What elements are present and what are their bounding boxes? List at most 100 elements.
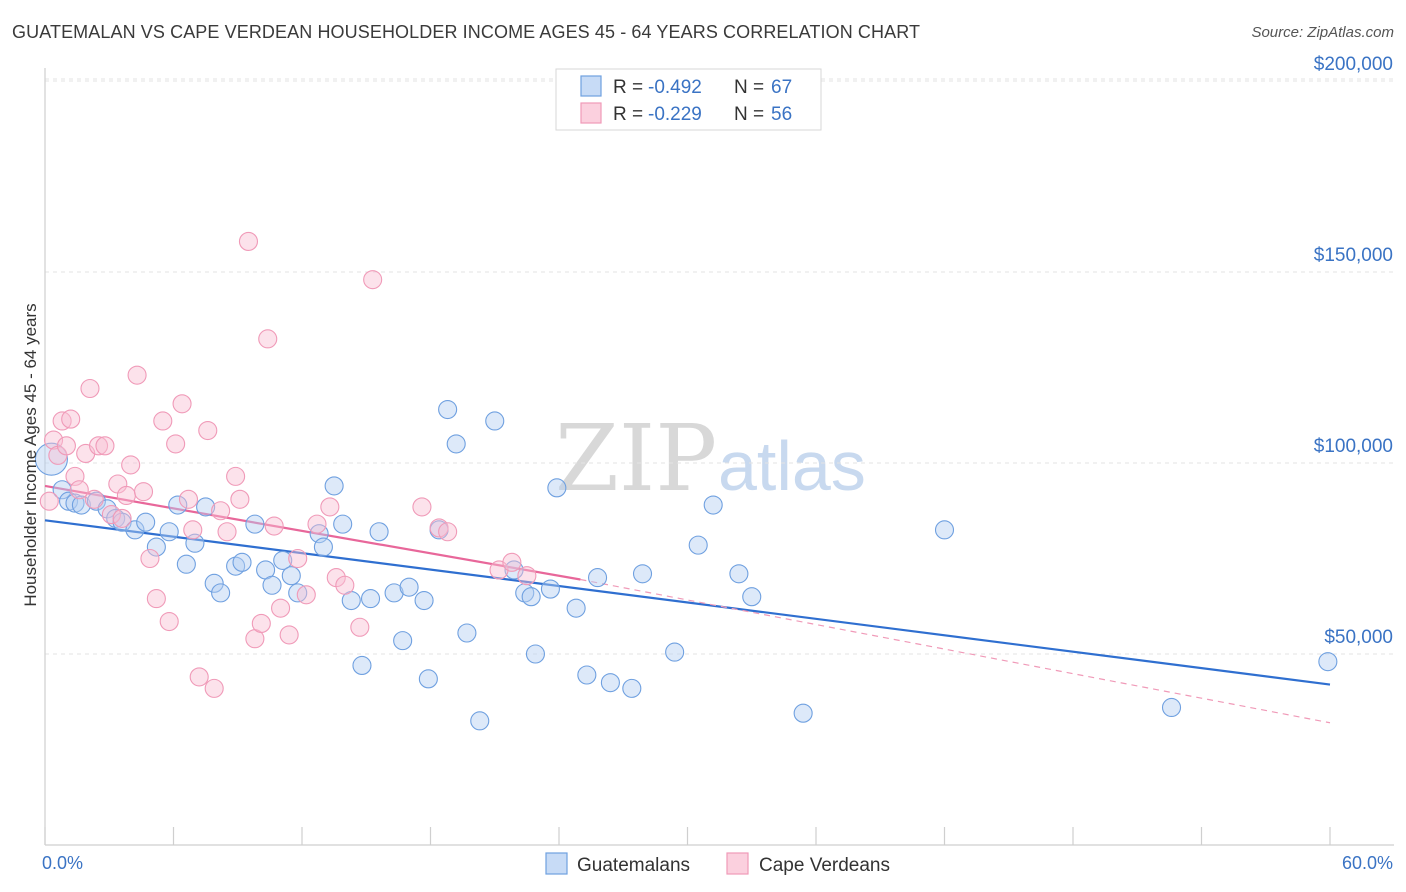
bottom-legend-cape-verdeans: Cape Verdeans xyxy=(759,855,890,876)
cape-verdean-trend-extension xyxy=(580,578,1331,724)
guatemalan-point-12 xyxy=(159,522,179,542)
guatemalan-point-55 xyxy=(600,673,620,693)
watermark: ZIP atlas xyxy=(555,405,866,512)
cape-verdean-point-34 xyxy=(230,489,250,509)
guatemalan-point-51 xyxy=(547,478,567,498)
cape-verdean-point-9 xyxy=(80,378,100,399)
cape-verdean-point-48 xyxy=(350,617,370,637)
cape-verdean-point-13 xyxy=(101,505,121,525)
cape-verdean-point-7 xyxy=(69,480,89,500)
legend-r-label-0: R = xyxy=(613,77,643,98)
cape-verdean-point-44 xyxy=(307,514,327,534)
guatemalan-point-36 xyxy=(393,631,413,651)
guatemalan-point-30 xyxy=(333,514,353,534)
cape-verdean-point-15 xyxy=(112,508,132,528)
cape-verdean-point-10 xyxy=(84,489,104,509)
legend-n-label-1: N = xyxy=(734,104,764,125)
guatemalan-point-60 xyxy=(703,495,723,515)
guatemalan-point-54 xyxy=(587,568,608,588)
guatemalan-point-66 xyxy=(1318,652,1338,672)
guatemalan-point-10 xyxy=(136,512,156,532)
cape-verdean-point-32 xyxy=(217,522,237,542)
cape-verdean-point-19 xyxy=(133,482,154,502)
cape-verdean-point-21 xyxy=(146,589,166,609)
guatemalan-trend-line xyxy=(44,519,1331,686)
cape-verdean-point-38 xyxy=(258,329,278,349)
cape-verdean-point-55 xyxy=(517,566,537,586)
cape-verdean-point-16 xyxy=(116,485,136,506)
legend-n-value-1: 56 xyxy=(771,104,792,125)
cape-verdean-point-20 xyxy=(140,548,160,569)
guatemalan-point-64 xyxy=(934,520,955,540)
guatemalan-point-39 xyxy=(418,669,438,689)
cape-verdean-point-25 xyxy=(172,394,192,414)
cape-verdean-point-35 xyxy=(238,231,259,251)
watermark-zip: ZIP xyxy=(555,405,717,512)
y-tick-labels: $50,000 $100,000 $150,000 $200,000 xyxy=(1314,54,1393,648)
guatemalan-point-59 xyxy=(688,535,708,555)
guatemalan-point-28 xyxy=(313,537,333,557)
guatemalan-point-13 xyxy=(168,495,188,515)
cape-verdean-trend-line xyxy=(44,484,581,581)
guatemalan-point-50 xyxy=(540,579,560,599)
legend-n-label-0: N = xyxy=(734,77,764,98)
guatemalan-point-52 xyxy=(566,598,586,618)
cape-verdean-point-37 xyxy=(251,613,271,633)
y-tick-label-0: $50,000 xyxy=(1324,627,1393,648)
guatemalan-point-1 xyxy=(52,480,72,500)
legend-r-value-1: -0.229 xyxy=(648,104,702,125)
guatemalan-point-56 xyxy=(622,678,642,698)
guatemalan-point-9 xyxy=(125,520,145,540)
cape-verdean-point-29 xyxy=(198,420,218,441)
guatemalan-point-49 xyxy=(525,644,545,664)
cape-verdean-point-12 xyxy=(95,436,115,456)
x-tick-labels: 0.0% 60.0% xyxy=(42,853,1393,873)
y-tick-label-2: $150,000 xyxy=(1314,245,1393,266)
data-points xyxy=(34,231,1338,731)
cape-verdean-point-28 xyxy=(189,667,209,687)
guatemalan-point-43 xyxy=(457,623,477,643)
guatemalan-point-32 xyxy=(360,589,381,609)
y-axis-label: Householder Income Ages 45 - 64 years xyxy=(21,303,40,606)
cape-verdean-point-40 xyxy=(271,598,291,618)
x-tick-label-1: 60.0% xyxy=(1342,853,1393,873)
chart-title: GUATEMALAN VS CAPE VERDEAN HOUSEHOLDER I… xyxy=(12,22,921,42)
guatemalan-point-57 xyxy=(632,564,653,584)
guatemalan-point-24 xyxy=(273,550,293,570)
cape-verdean-point-0 xyxy=(39,491,59,511)
cape-verdean-point-50 xyxy=(412,497,432,517)
cape-verdean-point-23 xyxy=(159,611,179,632)
guatemalan-point-44 xyxy=(470,711,490,731)
legend-swatch-cape-verdeans xyxy=(580,102,602,124)
guatemalan-point-23 xyxy=(262,575,282,595)
cape-verdean-point-24 xyxy=(166,434,186,454)
guatemalan-point-18 xyxy=(211,583,231,603)
guatemalan-point-20 xyxy=(232,552,252,572)
guatemalan-point-25 xyxy=(281,566,301,586)
cape-verdean-point-27 xyxy=(183,520,203,540)
bottom-legend-guatemalans: Guatemalans xyxy=(577,855,690,876)
guatemalan-point-29 xyxy=(324,476,344,496)
cape-verdean-point-49 xyxy=(363,270,383,290)
guatemalan-point-62 xyxy=(742,587,762,607)
cape-verdean-point-39 xyxy=(264,516,284,536)
cape-verdean-point-42 xyxy=(288,548,308,569)
cape-verdean-point-17 xyxy=(121,455,141,475)
cape-verdean-point-4 xyxy=(56,436,76,456)
cape-verdean-point-11 xyxy=(88,436,109,456)
guatemalan-point-63 xyxy=(793,703,813,723)
guatemalan-point-61 xyxy=(729,564,749,584)
guatemalan-point-37 xyxy=(399,577,419,597)
guatemalan-point-11 xyxy=(146,537,166,557)
legend: R = -0.492 N = 67 R = -0.229 N = 56 xyxy=(555,68,822,131)
guatemalan-point-58 xyxy=(665,642,685,662)
guatemalan-point-45 xyxy=(485,411,505,431)
guatemalan-point-16 xyxy=(196,497,216,517)
guatemalan-point-4 xyxy=(71,495,91,515)
guatemalan-point-14 xyxy=(176,554,196,574)
cape-verdean-point-30 xyxy=(204,678,224,698)
bottom-legend-swatch-guatemalans xyxy=(545,852,568,875)
legend-n-value-0: 67 xyxy=(771,77,792,98)
guatemalan-point-34 xyxy=(369,522,389,542)
guatemalan-point-35 xyxy=(384,583,404,603)
